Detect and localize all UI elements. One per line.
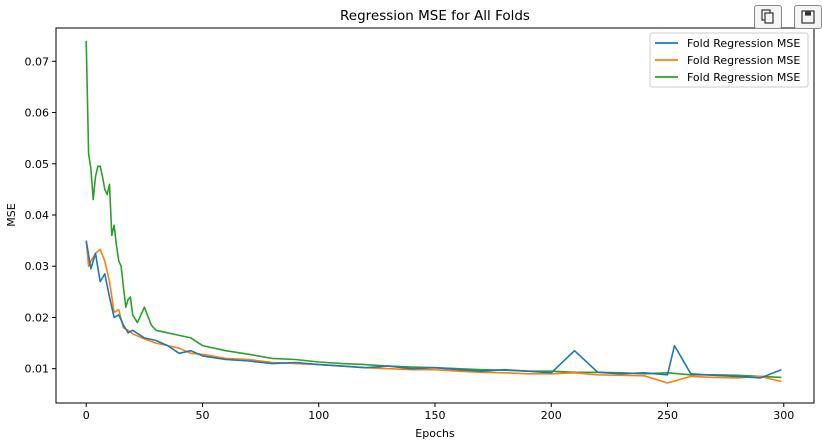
x-axis-ticks: 0 50 100 150 200 250 300 — [83, 403, 794, 422]
y-axis-label: MSE — [5, 203, 18, 226]
legend-label: Fold Regression MSE — [687, 37, 800, 50]
floppy-disk-icon — [801, 10, 815, 24]
x-tick-label: 0 — [83, 409, 90, 422]
y-tick-label: 0.01 — [25, 363, 50, 376]
series-line-3 — [85, 40, 782, 379]
x-tick-label: 250 — [657, 409, 678, 422]
chart-title: Regression MSE for All Folds — [340, 8, 530, 24]
copy-button[interactable] — [754, 5, 782, 29]
x-tick-label: 200 — [541, 409, 562, 422]
legend-box — [649, 32, 809, 88]
series-line-1 — [85, 240, 782, 379]
legend-label: Fold Regression MSE — [687, 71, 800, 84]
x-tick-label: 300 — [773, 409, 794, 422]
legend-label: Fold Regression MSE — [687, 54, 800, 67]
x-tick-label: 150 — [425, 409, 446, 422]
y-tick-label: 0.07 — [25, 55, 50, 68]
y-tick-label: 0.06 — [25, 107, 50, 120]
series-lines — [85, 40, 782, 384]
y-tick-label: 0.05 — [25, 158, 50, 171]
y-tick-label: 0.03 — [25, 260, 50, 273]
y-tick-label: 0.02 — [25, 311, 50, 324]
series-line-2 — [85, 240, 782, 384]
x-axis-label: Epochs — [415, 427, 455, 440]
y-axis-ticks: 0.01 0.02 0.03 0.04 0.05 0.06 0.07 — [25, 55, 56, 376]
chart-legend: Fold Regression MSE Fold Regression MSE Fo… — [649, 32, 809, 88]
y-tick-label: 0.04 — [25, 209, 50, 222]
x-tick-label: 100 — [308, 409, 329, 422]
x-tick-label: 50 — [195, 409, 209, 422]
copy-icon — [761, 9, 774, 24]
save-button[interactable] — [794, 5, 822, 29]
